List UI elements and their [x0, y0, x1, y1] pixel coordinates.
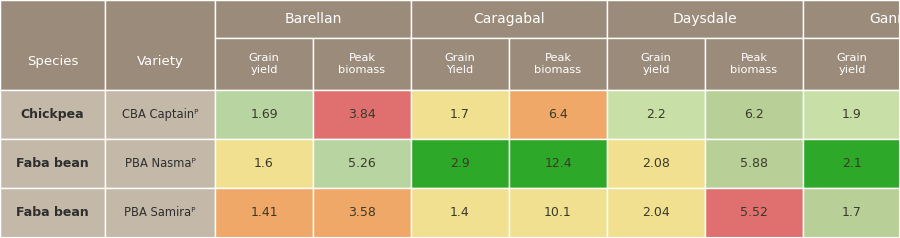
Bar	[313, 188, 411, 238]
Bar	[215, 38, 313, 90]
Bar	[215, 0, 411, 38]
Bar	[509, 38, 607, 90]
Text: 1.7: 1.7	[842, 207, 862, 219]
Bar	[105, 139, 215, 188]
Bar	[509, 139, 607, 188]
Bar	[803, 188, 900, 238]
Text: 5.88: 5.88	[740, 157, 768, 170]
Text: 6.4: 6.4	[548, 108, 568, 121]
Text: 2.9: 2.9	[450, 157, 470, 170]
Bar	[509, 188, 607, 238]
Text: Peak
biomass: Peak biomass	[338, 53, 385, 75]
Bar	[607, 0, 803, 38]
Bar	[411, 139, 509, 188]
Text: Variety: Variety	[137, 55, 184, 68]
Text: 1.7: 1.7	[450, 108, 470, 121]
Bar	[313, 139, 411, 188]
Bar	[411, 0, 607, 38]
Text: 2.04: 2.04	[642, 207, 670, 219]
Bar	[705, 188, 803, 238]
Bar	[215, 188, 313, 238]
Text: PBA Samiraᴾ: PBA Samiraᴾ	[124, 207, 196, 219]
Text: 5.52: 5.52	[740, 207, 768, 219]
Bar	[313, 38, 411, 90]
Bar	[607, 139, 705, 188]
Text: Faba bean: Faba bean	[16, 207, 89, 219]
Text: Grain
Yield: Grain Yield	[445, 53, 475, 75]
Text: 3.84: 3.84	[348, 108, 376, 121]
Text: 2.08: 2.08	[642, 157, 670, 170]
Bar	[803, 0, 900, 38]
Bar	[215, 139, 313, 188]
Text: Grain
yield: Grain yield	[641, 53, 671, 75]
Text: Peak
biomass: Peak biomass	[731, 53, 778, 75]
Text: Barellan: Barellan	[284, 12, 342, 26]
Text: Grain
yield: Grain yield	[248, 53, 279, 75]
Text: Peak
biomass: Peak biomass	[535, 53, 581, 75]
Bar	[0, 139, 105, 188]
Text: Species: Species	[27, 55, 78, 68]
Text: Grain
yield: Grain yield	[837, 53, 868, 75]
Text: Chickpea: Chickpea	[21, 108, 85, 121]
Text: 1.4: 1.4	[450, 207, 470, 219]
Bar	[705, 38, 803, 90]
Bar	[803, 139, 900, 188]
Bar	[607, 90, 705, 139]
Text: PBA Nasmaᴾ: PBA Nasmaᴾ	[124, 157, 195, 170]
Text: 1.41: 1.41	[250, 207, 278, 219]
Text: 1.69: 1.69	[250, 108, 278, 121]
Bar	[509, 90, 607, 139]
Text: 3.58: 3.58	[348, 207, 376, 219]
Bar	[105, 90, 215, 139]
Text: 5.26: 5.26	[348, 157, 376, 170]
Bar	[215, 90, 313, 139]
Text: 1.6: 1.6	[254, 157, 274, 170]
Text: Caragabal: Caragabal	[473, 12, 544, 26]
Text: Ganmain: Ganmain	[869, 12, 900, 26]
Bar	[0, 188, 105, 238]
Text: 2.2: 2.2	[646, 108, 666, 121]
Bar	[105, 188, 215, 238]
Text: 12.4: 12.4	[544, 157, 572, 170]
Text: 10.1: 10.1	[544, 207, 572, 219]
Bar	[0, 0, 105, 90]
Text: Daysdale: Daysdale	[672, 12, 737, 26]
Bar	[411, 38, 509, 90]
Text: 1.9: 1.9	[842, 108, 862, 121]
Bar	[411, 188, 509, 238]
Bar	[411, 90, 509, 139]
Bar	[607, 38, 705, 90]
Bar	[313, 90, 411, 139]
Bar	[105, 0, 215, 90]
Bar	[803, 90, 900, 139]
Bar	[705, 139, 803, 188]
Bar	[607, 188, 705, 238]
Text: 6.2: 6.2	[744, 108, 764, 121]
Text: CBA Captainᴾ: CBA Captainᴾ	[122, 108, 198, 121]
Bar	[803, 38, 900, 90]
Bar	[705, 90, 803, 139]
Text: Faba bean: Faba bean	[16, 157, 89, 170]
Text: 2.1: 2.1	[842, 157, 862, 170]
Bar	[0, 90, 105, 139]
